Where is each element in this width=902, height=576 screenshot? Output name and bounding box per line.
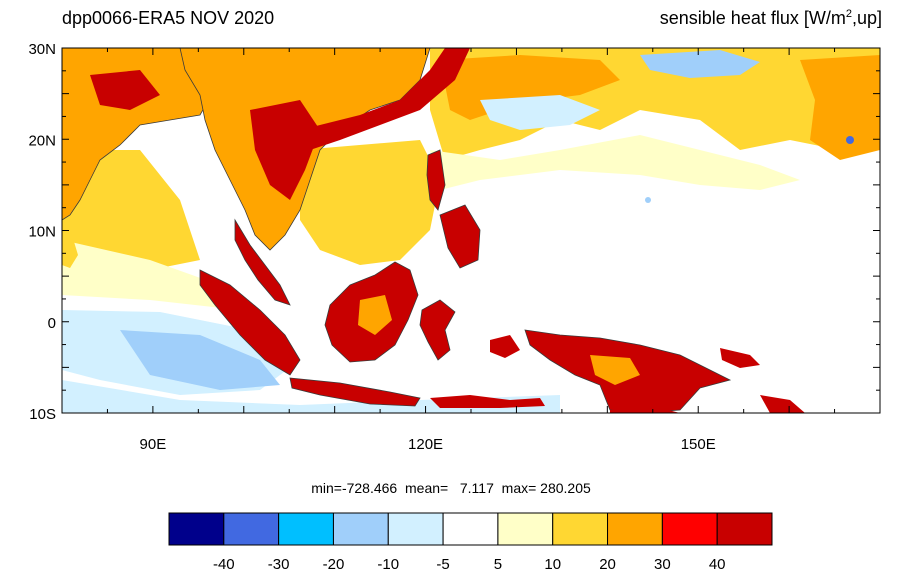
land-australia-tip [610, 408, 680, 413]
colorbar-box [168, 512, 225, 546]
south-indian-light-band [62, 380, 560, 413]
lon-label: 90E [140, 436, 167, 453]
borneo-orange-core [358, 295, 392, 335]
south-china-sea-warm [300, 140, 440, 265]
lat-label: 10N [28, 224, 56, 241]
land-maluku [490, 335, 520, 358]
land-indochina-hot [250, 100, 320, 200]
colorbar-label: -10 [377, 556, 399, 573]
land-philippines-north [426, 149, 446, 211]
colorbar-box [223, 512, 280, 546]
lon-label: 120E [408, 436, 443, 453]
new-guinea-orange-core [590, 355, 640, 385]
stat-max-label: max= [501, 480, 537, 496]
stat-min-label: min= [311, 480, 342, 496]
land-india-hot [90, 70, 160, 110]
colorbar-label: -5 [436, 556, 449, 573]
lon-label: 150E [681, 436, 716, 453]
stat-max-value: 280.205 [540, 480, 591, 496]
land-bismarck [720, 348, 760, 368]
title-right-suffix: ,up] [851, 8, 882, 28]
map-field [62, 48, 880, 413]
land-sumatra [199, 269, 301, 376]
plot-title-right: sensible heat flux [W/m2,up] [660, 8, 882, 29]
bay-of-bengal-warm [62, 150, 200, 270]
plot-title-left: dpp0066-ERA5 NOV 2020 [62, 8, 275, 28]
colorbar-label: 10 [544, 556, 561, 573]
north-pacific-blue-patch [640, 50, 760, 78]
light-yellow-belt [430, 135, 800, 190]
land-philippines-south [439, 204, 481, 269]
equatorial-indian-light [62, 240, 240, 310]
indian-ocean-blue-band [120, 330, 280, 390]
colorbar-box [332, 512, 389, 546]
land-solomon [760, 395, 805, 413]
colorbar-label: -30 [268, 556, 290, 573]
land-malay-peninsula [234, 218, 291, 306]
map-axis-labels: 30N 20N 10N 0 10S 90E 120E 150E [28, 41, 715, 453]
map-ticks [61, 47, 881, 414]
pacific-island-dot [846, 136, 854, 144]
colorbar-box [497, 512, 554, 546]
lat-label: 30N [28, 41, 56, 58]
land-lesser-sunda [430, 395, 545, 408]
colorbar-box [661, 512, 718, 546]
mid-pacific-blue-patch [480, 95, 600, 130]
colorbar-boxes [168, 512, 773, 546]
colorbar-label: 30 [654, 556, 671, 573]
land-sulawesi [419, 299, 456, 361]
stat-mean-value: 7.117 [459, 480, 494, 496]
stat-mean-label: mean= [405, 480, 449, 496]
title-right-superscript: 2 [845, 8, 852, 20]
colorbar-box [442, 512, 499, 546]
land-java [289, 377, 421, 407]
colorbar-box [387, 512, 444, 546]
china-coast-hot [300, 48, 470, 150]
colorbar-label: -40 [213, 556, 235, 573]
colorbar-label: -20 [323, 556, 345, 573]
colorbar-label: 5 [494, 556, 502, 573]
colorbar-box [716, 512, 773, 546]
colorbar-box [607, 512, 663, 546]
pacific-island-dot-2 [645, 197, 651, 203]
map-plot: 30N 20N 10N 0 10S 90E 120E 150E [28, 41, 881, 453]
colorbar-label: 40 [709, 556, 726, 573]
title-right-prefix: sensible heat flux [W/m [659, 8, 846, 28]
colorbar-labels: -40 -30 -20 -10 -5 5 10 20 30 40 [213, 556, 726, 573]
lat-label: 20N [28, 132, 56, 149]
land-sri-lanka-top [62, 230, 78, 268]
colorbar-box [552, 512, 609, 546]
lat-label: 10S [29, 406, 56, 423]
colorbar-box [278, 512, 334, 546]
colorbar-label: 20 [599, 556, 616, 573]
lat-label: 0 [48, 315, 56, 332]
statistics-line: min=-728.466 mean= 7.117 max= 280.205 [0, 480, 902, 496]
stat-min-value: -728.466 [341, 480, 398, 496]
east-pacific-warm-patch [800, 55, 880, 160]
